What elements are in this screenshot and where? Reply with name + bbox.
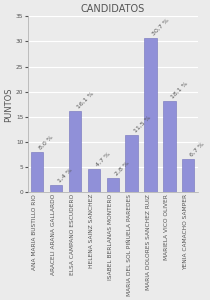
Bar [88,169,100,192]
Text: 6,7 %: 6,7 % [189,141,205,157]
Bar [182,159,194,192]
Bar [163,101,176,192]
Bar [125,135,138,192]
Text: 2,8 %: 2,8 % [114,161,130,177]
Y-axis label: PUNTOS: PUNTOS [4,87,13,122]
Text: 18,1 %: 18,1 % [170,81,189,100]
Text: 11,5 %: 11,5 % [133,114,151,133]
Text: 16,1 %: 16,1 % [76,91,95,110]
Bar [144,38,157,192]
Title: CANDIDATOS: CANDIDATOS [81,4,145,14]
Text: 1,4 %: 1,4 % [57,168,73,184]
Text: 30,7 %: 30,7 % [151,17,171,37]
Bar [69,111,81,192]
Bar [106,178,119,192]
Text: 4,7 %: 4,7 % [95,151,111,167]
Bar [31,152,43,192]
Text: 8,0 %: 8,0 % [38,135,54,151]
Bar [50,185,62,192]
